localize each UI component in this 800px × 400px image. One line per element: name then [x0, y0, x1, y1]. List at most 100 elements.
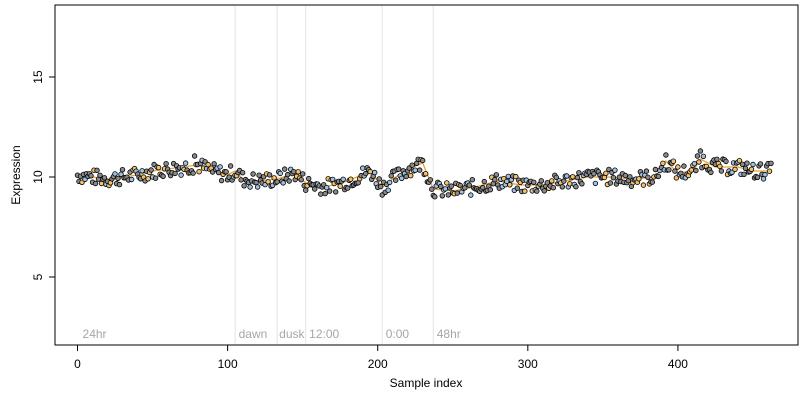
vertical-markers — [234, 6, 434, 344]
data-point — [399, 175, 405, 181]
data-point — [119, 166, 126, 173]
data-point — [643, 168, 650, 174]
data-point — [115, 175, 121, 182]
data-point — [303, 187, 309, 193]
data-point — [493, 172, 499, 178]
data-point — [688, 167, 695, 173]
data-point — [112, 171, 118, 177]
data-point — [250, 171, 256, 177]
data-point — [666, 167, 672, 173]
data-point — [627, 174, 633, 180]
data-point — [754, 174, 761, 180]
data-point — [420, 157, 426, 164]
data-point — [238, 177, 244, 183]
data-point — [723, 158, 729, 165]
data-point — [427, 177, 433, 183]
data-point — [469, 176, 475, 183]
x-tick-label: 100 — [218, 357, 238, 371]
data-point — [544, 179, 550, 186]
x-tick-label: 0 — [74, 357, 81, 371]
data-point — [742, 165, 749, 172]
data-point — [561, 178, 567, 184]
data-point — [652, 166, 659, 173]
x-axis: 0 100 200 300 400 — [74, 344, 688, 371]
data-point — [538, 178, 544, 184]
data-point — [549, 178, 555, 184]
data-point — [387, 179, 393, 186]
data-point — [155, 164, 162, 171]
data-point — [550, 184, 556, 191]
data-point — [622, 172, 629, 179]
annotations: 24hr dawn dusk 12:00 0:00 48hr — [83, 327, 461, 341]
data-point — [591, 170, 597, 177]
data-point — [118, 171, 124, 177]
data-point — [385, 187, 391, 193]
data-point — [256, 172, 262, 178]
data-point — [534, 188, 540, 194]
data-point — [579, 181, 585, 187]
data-point — [327, 188, 333, 194]
data-point — [417, 167, 423, 173]
data-point — [372, 169, 378, 176]
data-point — [348, 176, 354, 182]
data-point — [649, 179, 656, 185]
data-point — [191, 153, 198, 159]
data-point — [274, 179, 280, 185]
data-point — [468, 192, 474, 198]
data-point — [429, 186, 435, 192]
data-point — [312, 186, 318, 192]
data-point — [576, 170, 582, 176]
y-tick-label: 10 — [31, 170, 45, 184]
data-point — [324, 184, 330, 191]
data-point — [454, 190, 460, 196]
data-point — [741, 171, 747, 177]
data-point — [280, 180, 286, 186]
data-point — [423, 170, 429, 177]
data-point — [271, 175, 277, 181]
data-point — [514, 185, 520, 191]
data-point — [553, 174, 559, 181]
data-point — [378, 183, 384, 190]
data-point — [492, 176, 498, 183]
data-point — [438, 183, 444, 190]
data-point — [211, 161, 217, 167]
annotation-label: dawn — [239, 327, 268, 341]
data-point — [148, 167, 154, 173]
data-point — [673, 175, 680, 181]
data-point — [247, 184, 253, 190]
data-point — [285, 171, 291, 178]
data-point — [97, 172, 103, 178]
data-point — [444, 180, 450, 186]
annotation-label: 0:00 — [386, 327, 410, 341]
data-point — [145, 176, 151, 182]
data-point — [101, 175, 108, 181]
data-point — [522, 188, 528, 194]
data-point — [253, 179, 259, 186]
data-point — [92, 180, 99, 187]
data-point — [564, 173, 570, 179]
data-point — [393, 177, 399, 183]
data-point — [277, 170, 283, 177]
data-point — [217, 164, 223, 170]
data-point — [322, 190, 328, 197]
data-point — [481, 178, 487, 185]
data-point — [603, 170, 609, 176]
data-point — [570, 174, 576, 180]
data-point — [663, 152, 669, 158]
data-point — [675, 164, 681, 170]
annotation-label: dusk — [279, 327, 305, 341]
data-point — [480, 184, 486, 191]
x-axis-title: Sample index — [390, 376, 463, 390]
data-point — [700, 153, 707, 159]
data-point — [88, 173, 94, 179]
data-point — [504, 178, 510, 185]
data-point — [732, 166, 738, 173]
data-point — [432, 193, 438, 200]
data-point — [744, 160, 750, 166]
data-point — [94, 167, 100, 173]
data-point — [697, 148, 704, 154]
data-point — [750, 161, 756, 168]
data-point — [448, 183, 454, 189]
data-point — [412, 167, 418, 173]
data-point — [223, 169, 229, 175]
